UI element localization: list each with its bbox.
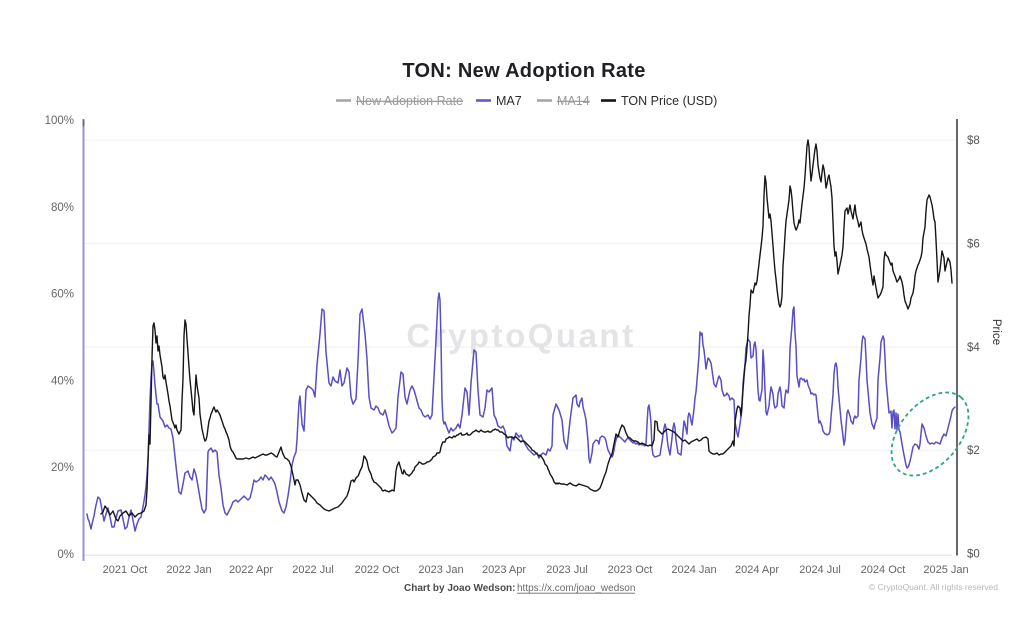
svg-text:2022 Jul: 2022 Jul (292, 564, 334, 576)
svg-text:2024 Jul: 2024 Jul (799, 564, 841, 576)
svg-text:100%: 100% (45, 115, 74, 127)
svg-text:New Adoption Rate: New Adoption Rate (356, 94, 463, 108)
svg-text:2021 Oct: 2021 Oct (103, 564, 148, 576)
svg-text:CryptoQuant: CryptoQuant (406, 317, 635, 354)
svg-text:2024 Jan: 2024 Jan (671, 564, 716, 576)
svg-text:0%: 0% (57, 549, 74, 561)
svg-text:$4: $4 (967, 342, 980, 354)
svg-text:2023 Jan: 2023 Jan (418, 564, 463, 576)
svg-text:MA7: MA7 (496, 94, 522, 108)
svg-text:2024 Apr: 2024 Apr (735, 564, 779, 576)
svg-text:© CryptoQuant. All rights rese: © CryptoQuant. All rights reserved (869, 582, 998, 592)
svg-text:80%: 80% (51, 202, 74, 214)
svg-text:2022 Apr: 2022 Apr (229, 564, 273, 576)
svg-text:TON Price (USD): TON Price (USD) (621, 94, 717, 108)
svg-text:$8: $8 (967, 135, 980, 147)
svg-text:2023 Jul: 2023 Jul (546, 564, 588, 576)
svg-text:$0: $0 (967, 549, 980, 561)
svg-text:2022 Jan: 2022 Jan (166, 564, 211, 576)
svg-text:2023 Oct: 2023 Oct (608, 564, 653, 576)
svg-text:60%: 60% (51, 289, 74, 301)
svg-text:Chart by Joao Wedson:: Chart by Joao Wedson: (404, 583, 516, 594)
svg-text:2025 Jan: 2025 Jan (923, 564, 968, 576)
svg-text:2022 Oct: 2022 Oct (355, 564, 400, 576)
svg-text:40%: 40% (51, 375, 74, 387)
svg-text:MA14: MA14 (557, 94, 590, 108)
svg-text:20%: 20% (51, 462, 74, 474)
svg-text:https://x.com/joao_wedson: https://x.com/joao_wedson (517, 583, 635, 594)
svg-text:TON: New Adoption Rate: TON: New Adoption Rate (402, 60, 645, 82)
svg-text:2024 Oct: 2024 Oct (861, 564, 906, 576)
svg-text:Price: Price (990, 319, 1002, 345)
svg-text:2023 Apr: 2023 Apr (482, 564, 526, 576)
svg-text:$6: $6 (967, 239, 980, 251)
svg-text:$2: $2 (967, 445, 980, 457)
